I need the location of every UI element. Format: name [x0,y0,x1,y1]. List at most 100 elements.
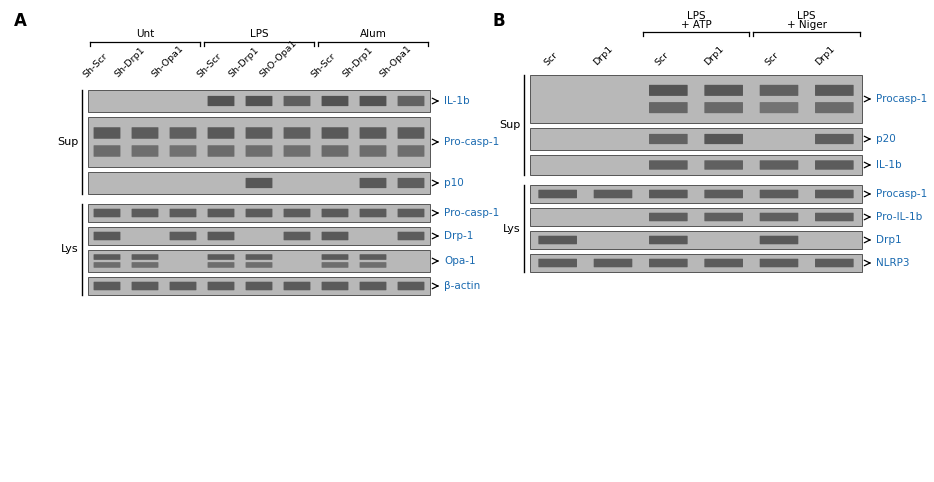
Text: + ATP: + ATP [681,20,712,30]
Text: LPS: LPS [798,11,816,21]
FancyBboxPatch shape [649,134,687,144]
FancyBboxPatch shape [132,209,159,217]
FancyBboxPatch shape [649,236,687,244]
FancyBboxPatch shape [93,209,120,217]
FancyBboxPatch shape [170,145,196,157]
Text: Sh-Drp1: Sh-Drp1 [341,45,375,79]
FancyBboxPatch shape [398,209,424,217]
FancyBboxPatch shape [170,281,196,290]
FancyBboxPatch shape [321,262,348,268]
FancyBboxPatch shape [815,213,854,221]
FancyBboxPatch shape [360,254,387,260]
FancyBboxPatch shape [93,145,120,157]
Text: LPS: LPS [686,11,705,21]
FancyBboxPatch shape [132,145,159,157]
FancyBboxPatch shape [538,190,577,198]
FancyBboxPatch shape [246,178,273,188]
FancyBboxPatch shape [207,96,234,106]
Text: LPS: LPS [249,29,268,39]
FancyBboxPatch shape [207,281,234,290]
Text: Sh-Scr: Sh-Scr [81,51,109,79]
FancyBboxPatch shape [207,254,234,260]
FancyBboxPatch shape [704,161,743,170]
FancyBboxPatch shape [207,209,234,217]
FancyBboxPatch shape [594,190,632,198]
Text: Sup: Sup [57,137,78,147]
FancyBboxPatch shape [360,96,387,106]
FancyBboxPatch shape [815,134,854,144]
FancyBboxPatch shape [93,127,120,139]
FancyBboxPatch shape [398,232,424,241]
FancyBboxPatch shape [360,281,387,290]
FancyBboxPatch shape [759,213,799,221]
FancyBboxPatch shape [284,145,310,157]
FancyBboxPatch shape [594,259,632,268]
FancyBboxPatch shape [360,127,387,139]
FancyBboxPatch shape [815,85,854,96]
FancyBboxPatch shape [649,190,687,198]
FancyBboxPatch shape [321,232,348,241]
Text: Sh-Scr: Sh-Scr [309,51,337,79]
Text: Drp1: Drp1 [876,235,901,245]
FancyBboxPatch shape [321,254,348,260]
Text: Sh-Drp1: Sh-Drp1 [227,45,261,79]
FancyBboxPatch shape [88,250,430,272]
FancyBboxPatch shape [704,190,743,198]
FancyBboxPatch shape [246,209,273,217]
Text: Drp-1: Drp-1 [444,231,474,241]
Text: Drp1: Drp1 [703,44,726,67]
Text: Sh-Drp1: Sh-Drp1 [113,45,147,79]
Text: Lys: Lys [502,224,520,233]
FancyBboxPatch shape [649,259,687,268]
Text: Lys: Lys [61,244,78,254]
FancyBboxPatch shape [321,127,348,139]
FancyBboxPatch shape [704,213,743,221]
FancyBboxPatch shape [704,134,743,144]
Text: Pro-casp-1: Pro-casp-1 [444,137,500,147]
FancyBboxPatch shape [530,231,862,249]
FancyBboxPatch shape [88,277,430,295]
Text: Procasp-1: Procasp-1 [876,189,927,199]
FancyBboxPatch shape [759,85,799,96]
FancyBboxPatch shape [649,102,687,113]
FancyBboxPatch shape [207,127,234,139]
FancyBboxPatch shape [360,145,387,157]
FancyBboxPatch shape [398,281,424,290]
FancyBboxPatch shape [321,145,348,157]
Text: Pro-IL-1b: Pro-IL-1b [876,212,922,222]
FancyBboxPatch shape [649,161,687,170]
Text: Opa-1: Opa-1 [444,256,475,266]
FancyBboxPatch shape [284,281,310,290]
FancyBboxPatch shape [246,281,273,290]
Text: Scr: Scr [653,50,671,67]
Text: ShO-Opa1: ShO-Opa1 [259,39,299,79]
FancyBboxPatch shape [170,127,196,139]
FancyBboxPatch shape [246,145,273,157]
Text: A: A [14,12,27,30]
Text: Scr: Scr [543,50,559,67]
FancyBboxPatch shape [246,262,273,268]
FancyBboxPatch shape [398,96,424,106]
FancyBboxPatch shape [246,96,273,106]
FancyBboxPatch shape [815,259,854,268]
FancyBboxPatch shape [704,102,743,113]
FancyBboxPatch shape [132,281,159,290]
FancyBboxPatch shape [398,178,424,188]
FancyBboxPatch shape [530,75,862,123]
FancyBboxPatch shape [704,259,743,268]
Text: B: B [492,12,504,30]
FancyBboxPatch shape [704,85,743,96]
FancyBboxPatch shape [132,262,159,268]
FancyBboxPatch shape [530,185,862,203]
FancyBboxPatch shape [284,127,310,139]
FancyBboxPatch shape [398,145,424,157]
FancyBboxPatch shape [284,209,310,217]
Text: Pro-casp-1: Pro-casp-1 [444,208,500,218]
FancyBboxPatch shape [207,145,234,157]
FancyBboxPatch shape [815,190,854,198]
FancyBboxPatch shape [88,204,430,222]
FancyBboxPatch shape [759,102,799,113]
FancyBboxPatch shape [759,161,799,170]
Text: Sh-Scr: Sh-Scr [195,51,223,79]
FancyBboxPatch shape [93,262,120,268]
